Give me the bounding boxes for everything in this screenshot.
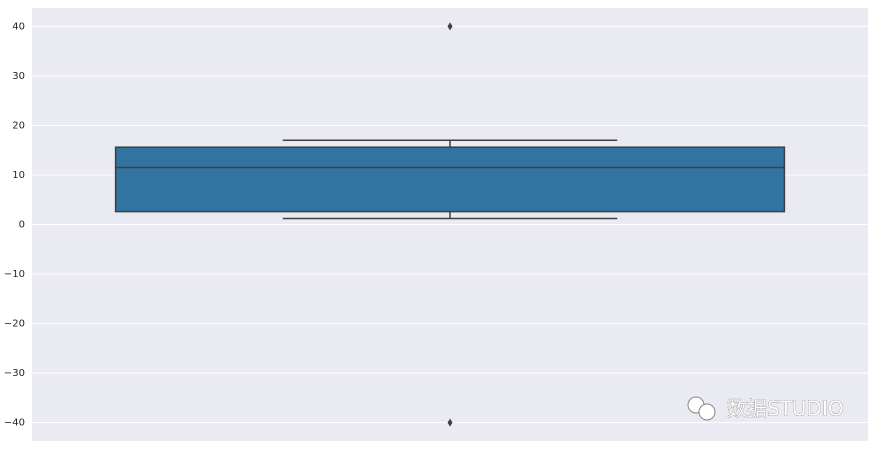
y-tick-label: −20: [4, 319, 25, 330]
y-tick-label: 40: [12, 21, 25, 32]
y-tick-label: 10: [12, 170, 25, 181]
outlier: [447, 22, 453, 31]
y-tick-label: 20: [12, 120, 25, 131]
watermark-text: 数据STUDIO: [727, 397, 844, 421]
outlier: [447, 418, 453, 427]
y-tick-label: 30: [12, 71, 25, 82]
watermark-icon: [698, 403, 716, 421]
box: [114, 146, 786, 213]
y-tick-label: −40: [4, 418, 25, 429]
watermark: [687, 396, 716, 421]
y-tick-label: 0: [19, 220, 25, 231]
y-tick-label: −10: [4, 269, 25, 280]
y-tick-label: −30: [4, 368, 25, 379]
